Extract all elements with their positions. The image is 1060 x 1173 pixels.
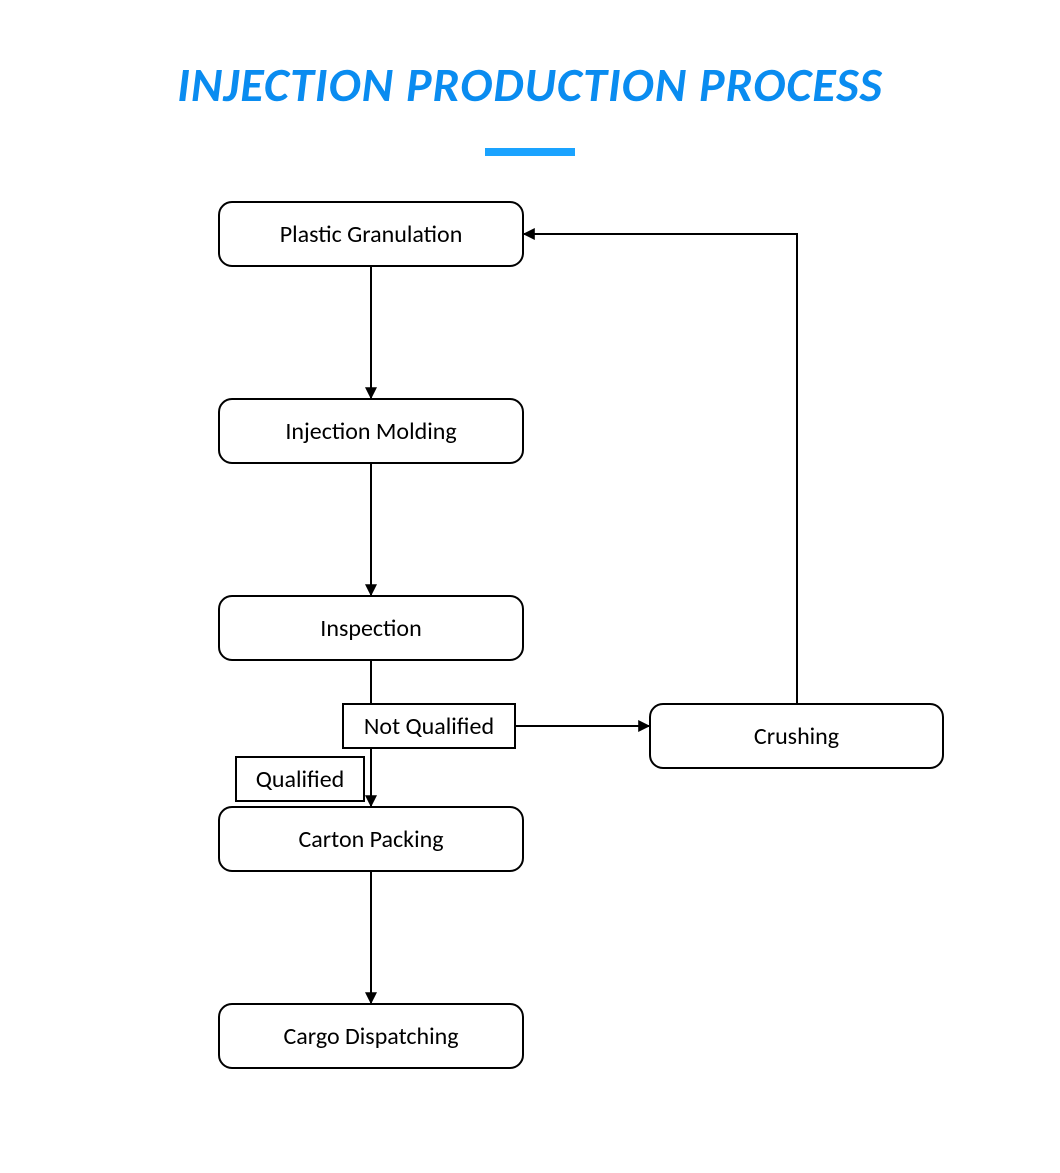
- page-title: INJECTION PRODUCTION PROCESS: [0, 55, 1060, 114]
- flowchart-edges: [0, 0, 1060, 1173]
- node-dispatch: Cargo Dispatching: [218, 1003, 524, 1069]
- label-qualified: Qualified: [235, 756, 365, 802]
- title-underline: [485, 148, 575, 156]
- node-granulation: Plastic Granulation: [218, 201, 524, 267]
- node-molding: Injection Molding: [218, 398, 524, 464]
- node-packing: Carton Packing: [218, 806, 524, 872]
- node-inspection: Inspection: [218, 595, 524, 661]
- node-crushing: Crushing: [649, 703, 944, 769]
- label-not-qualified: Not Qualified: [342, 703, 516, 749]
